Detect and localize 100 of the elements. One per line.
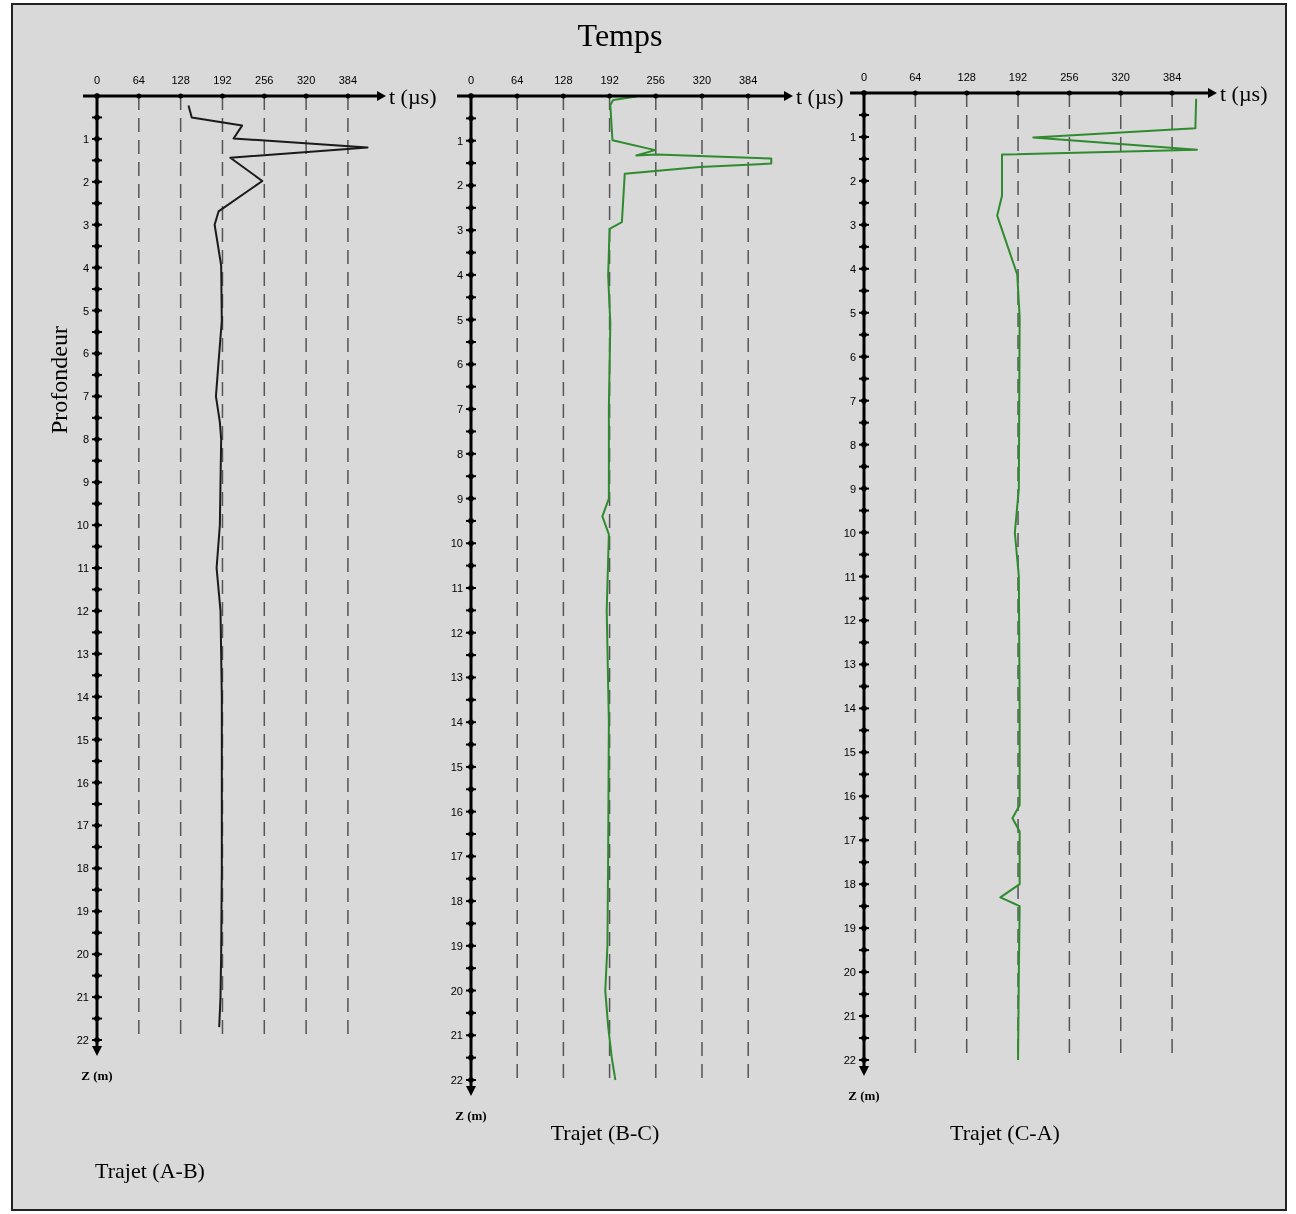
y-tick-label: 11: [451, 582, 463, 594]
y-tick-label: 1: [82, 132, 89, 145]
x-tick-label: 192: [600, 74, 619, 86]
y-axis-title: Z (m): [848, 1088, 880, 1103]
y-tick-label: 5: [456, 313, 463, 326]
y-tick-label: 7: [456, 403, 463, 416]
y-tick-label: 3: [456, 224, 463, 237]
x-tick-label: 384: [1162, 71, 1182, 83]
y-tick-label: 6: [456, 358, 463, 371]
y-tick-label: 22: [843, 1054, 856, 1066]
y-tick-label: 9: [456, 492, 463, 505]
y-tick-label: 8: [849, 438, 856, 451]
y-tick-label: 2: [82, 175, 89, 188]
y-tick-label: 2: [456, 179, 463, 192]
y-tick-label: 5: [82, 304, 89, 317]
y-tick-label: 15: [76, 733, 89, 746]
y-tick-label: 13: [843, 658, 856, 671]
y-tick-label: 21: [843, 1010, 856, 1023]
y-tick-label: 3: [849, 218, 856, 231]
y-tick-label: 10: [843, 526, 856, 539]
line-series: [187, 104, 369, 1029]
y-tick-label: 2: [849, 174, 856, 187]
x-tick-label: 320: [692, 74, 712, 86]
y-tick-label: 15: [843, 746, 856, 759]
y-tick-label: 22: [450, 1074, 463, 1086]
y-tick-label: 7: [849, 394, 856, 407]
y-tick-label: 20: [450, 984, 463, 997]
y-tick-label: 1: [849, 130, 856, 143]
y-tick-label: 16: [76, 776, 89, 789]
line-series: [996, 97, 1198, 1061]
x-tick-label: 0: [860, 71, 868, 83]
y-tick-label: 21: [450, 1029, 463, 1042]
y-tick-label: 17: [450, 850, 463, 863]
text: Trajet (B-C): [550, 1120, 660, 1145]
x-tick-label: 64: [511, 74, 524, 86]
y-tick-label: 21: [76, 991, 89, 1004]
x-tick-label: 384: [338, 74, 358, 86]
y-tick-label: 8: [82, 433, 89, 446]
x-tick-label: 64: [132, 74, 145, 86]
x-tick-label: 128: [957, 71, 976, 83]
x-tick-label: 0: [467, 74, 475, 86]
y-tick-label: 10: [450, 537, 463, 550]
y-tick-label: 16: [450, 805, 463, 818]
x-tick-label: 192: [213, 74, 232, 86]
y-tick-label: 4: [82, 261, 89, 274]
y-tick-label: 18: [843, 878, 856, 891]
y-tick-label: 16: [843, 790, 856, 803]
y-tick-label: 14: [843, 702, 856, 715]
y-tick-label: 19: [450, 939, 463, 952]
y-tick-label: 20: [76, 948, 89, 961]
y-tick-label: 11: [77, 562, 89, 574]
y-tick-label: 14: [76, 690, 89, 703]
y-tick-label: 5: [849, 306, 856, 319]
x-tick-label: 0: [93, 74, 101, 86]
x-tick-label: 192: [1008, 71, 1028, 83]
y-tick-label: 6: [849, 350, 856, 363]
y-tick-label: 19: [76, 905, 89, 918]
y-tick-label: 7: [82, 390, 89, 403]
y-tick-label: 22: [76, 1034, 89, 1046]
y-tick-label: 1: [456, 134, 463, 147]
x-tick-label: 128: [554, 74, 573, 86]
y-tick-label: 17: [843, 834, 856, 847]
y-tick-label: 12: [76, 604, 89, 617]
y-tick-label: 4: [456, 268, 463, 281]
x-tick-label: 320: [296, 74, 316, 86]
y-tick-label: 9: [82, 476, 89, 489]
x-tick-label: 128: [171, 74, 190, 86]
x-tick-label: 64: [909, 71, 922, 83]
line-series: [601, 95, 773, 1081]
x-tick-label: 320: [1111, 71, 1130, 83]
y-tick-label: 19: [843, 922, 856, 935]
chart-title: Temps: [577, 17, 663, 53]
y-tick-label: 8: [456, 447, 463, 460]
text: Trajet (A-B): [95, 1158, 205, 1183]
y-tick-label: 11: [844, 570, 856, 583]
y-axis-title: Z (m): [455, 1108, 487, 1123]
x-axis-title: t (µs): [389, 84, 437, 109]
y-tick-label: 18: [76, 862, 89, 875]
text: Profondeur: [46, 326, 72, 434]
x-tick-label: 384: [739, 74, 758, 86]
y-axis-title: Z (m): [81, 1068, 113, 1083]
y-tick-label: 12: [843, 614, 856, 627]
x-axis-title: t (µs): [1220, 81, 1268, 106]
y-tick-label: 10: [76, 519, 89, 532]
y-tick-label: 13: [450, 671, 463, 684]
x-tick-label: 256: [646, 74, 665, 86]
y-tick-label: 13: [76, 647, 89, 660]
y-tick-label: 12: [450, 626, 463, 639]
y-tick-label: 15: [450, 760, 463, 773]
y-tick-label: 20: [843, 966, 856, 979]
text: Trajet (C-A): [950, 1120, 1060, 1145]
y-tick-label: 3: [82, 218, 89, 231]
x-axis-title: t (µs): [796, 84, 844, 109]
x-tick-label: 256: [1060, 71, 1079, 83]
y-tick-label: 17: [76, 819, 89, 832]
y-tick-label: 6: [82, 347, 89, 360]
x-tick-label: 256: [255, 74, 274, 86]
y-tick-label: 9: [849, 482, 856, 495]
y-tick-label: 4: [849, 262, 856, 275]
y-tick-label: 14: [450, 716, 463, 729]
